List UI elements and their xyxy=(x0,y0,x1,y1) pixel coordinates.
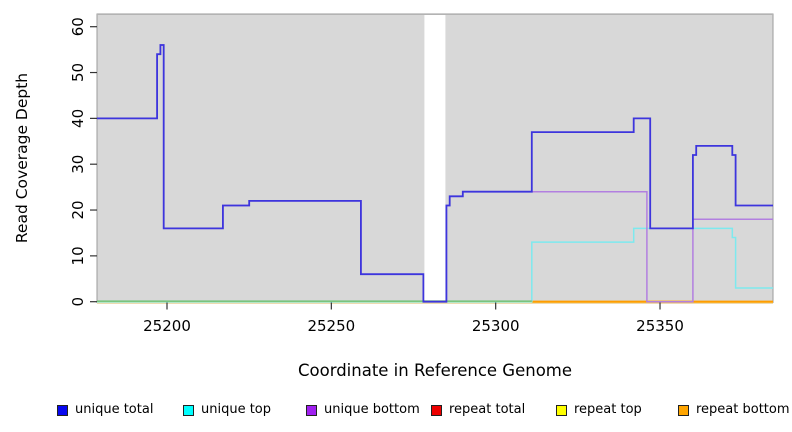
legend-label-unique-total: unique total xyxy=(75,402,154,417)
legend-swatch-repeat-top xyxy=(556,404,567,416)
legend-label-unique-top: unique top xyxy=(201,402,272,417)
x-tick-label-25250: 25250 xyxy=(307,317,355,335)
y-tick-label-0: 0 xyxy=(69,297,87,307)
y-tick-label-30: 30 xyxy=(69,155,87,174)
legend-swatch-repeat-total xyxy=(431,404,442,416)
legend-item-repeat-top: repeat top xyxy=(556,400,642,420)
legend-swatch-unique-total xyxy=(57,404,68,416)
y-tick-label-60: 60 xyxy=(69,17,87,36)
legend-item-unique-top: unique top xyxy=(183,400,271,420)
legend-swatch-repeat-bottom xyxy=(678,404,689,416)
series-unique-total-line xyxy=(97,44,773,303)
legend-label-repeat-total: repeat total xyxy=(449,402,526,417)
series-unique-total xyxy=(97,44,773,303)
y-tick-label-10: 10 xyxy=(69,246,87,265)
legend-item-repeat-total: repeat total xyxy=(431,400,525,420)
legend-label-repeat-top: repeat top xyxy=(574,402,642,417)
x-axis-title: Coordinate in Reference Genome xyxy=(298,361,572,380)
legend-swatch-unique-top xyxy=(183,404,194,416)
y-axis-title: Read Coverage Depth xyxy=(13,73,31,243)
legend-item-repeat-bottom: repeat bottom xyxy=(678,400,790,420)
x-tick-label-25350: 25350 xyxy=(636,317,684,335)
y-tick-label-20: 20 xyxy=(69,200,87,219)
y-tick-label-50: 50 xyxy=(69,63,87,82)
y-tick-label-40: 40 xyxy=(69,109,87,128)
legend-swatch-unique-bottom xyxy=(306,404,317,416)
x-tick-label-25200: 25200 xyxy=(143,317,191,335)
legend-item-unique-bottom: unique bottom xyxy=(306,400,420,420)
chart-legend: unique total unique top unique bottom repea… xyxy=(0,400,792,422)
x-tick-label-25300: 25300 xyxy=(472,317,520,335)
legend-label-unique-bottom: unique bottom xyxy=(324,402,420,417)
gap-band xyxy=(424,15,446,301)
legend-label-repeat-bottom: repeat bottom xyxy=(696,402,790,417)
legend-item-unique-total: unique total xyxy=(57,400,153,420)
